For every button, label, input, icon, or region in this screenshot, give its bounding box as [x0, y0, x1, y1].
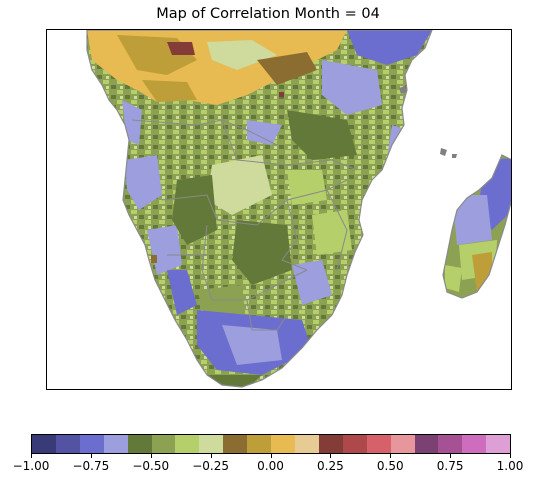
- colorbar-tick-mark: [330, 454, 332, 458]
- island: [440, 148, 447, 156]
- colorbar-segment: [32, 435, 56, 453]
- mainland-coastline: [86, 30, 433, 388]
- colorbar-tick-mark: [270, 454, 272, 458]
- colorbar-segment: [390, 435, 415, 453]
- colorbar-segment: [103, 435, 128, 453]
- colorbar-tick-label: −1.00: [12, 459, 50, 473]
- colorbar-segment: [127, 435, 152, 453]
- colorbar-segment: [414, 435, 439, 453]
- mainland-correlation-field: [87, 30, 432, 387]
- colorbar-tick-mark: [210, 454, 212, 458]
- colorbar-segment: [294, 435, 319, 453]
- madagascar-correlation-field: [443, 155, 511, 298]
- colorbar-segment: [175, 435, 200, 453]
- colorbar-tick-label: 0.00: [257, 459, 284, 473]
- country-borders: [131, 119, 358, 331]
- colorbar-segment: [79, 435, 104, 453]
- colorbar-tick-mark: [450, 454, 452, 458]
- colorbar-segment: [438, 435, 463, 453]
- colorbar-segment: [223, 435, 248, 453]
- colorbar-segment: [462, 435, 487, 453]
- colorbar-tick-mark: [31, 454, 32, 458]
- colorbar-segment: [271, 435, 295, 453]
- map-svg: [86, 30, 511, 388]
- colorbar-segment: [199, 435, 224, 453]
- island: [399, 86, 407, 94]
- colorbar-tick-label: −0.75: [72, 459, 110, 473]
- colorbar-segment: [55, 435, 80, 453]
- colorbar-tick-mark: [90, 454, 92, 458]
- madagascar-coastline: [442, 154, 511, 299]
- colorbar-segment: [318, 435, 343, 453]
- colorbar-tick-mark: [390, 454, 392, 458]
- colorbar-segment: [342, 435, 367, 453]
- colorbar: [31, 434, 511, 454]
- colorbar-segment: [247, 435, 272, 453]
- colorbar-tick-label: 0.75: [436, 459, 464, 473]
- colorbar-segment: [366, 435, 391, 453]
- colorbar-tick-label: 1.00: [496, 459, 524, 473]
- colorbar-segment: [486, 435, 511, 453]
- colorbar-tick-mark: [510, 454, 511, 458]
- colorbar-tick-label: 0.50: [376, 459, 404, 473]
- island: [452, 154, 457, 158]
- correlation-map: [46, 29, 512, 390]
- chart-title: Map of Correlation Month = 04: [156, 6, 380, 22]
- colorbar-tick-label: 0.25: [317, 459, 344, 473]
- colorbar-tick-mark: [150, 454, 152, 458]
- colorbar-tick-label: −0.25: [192, 459, 230, 473]
- colorbar-segment: [151, 435, 176, 453]
- colorbar-tick-label: −0.50: [132, 459, 170, 473]
